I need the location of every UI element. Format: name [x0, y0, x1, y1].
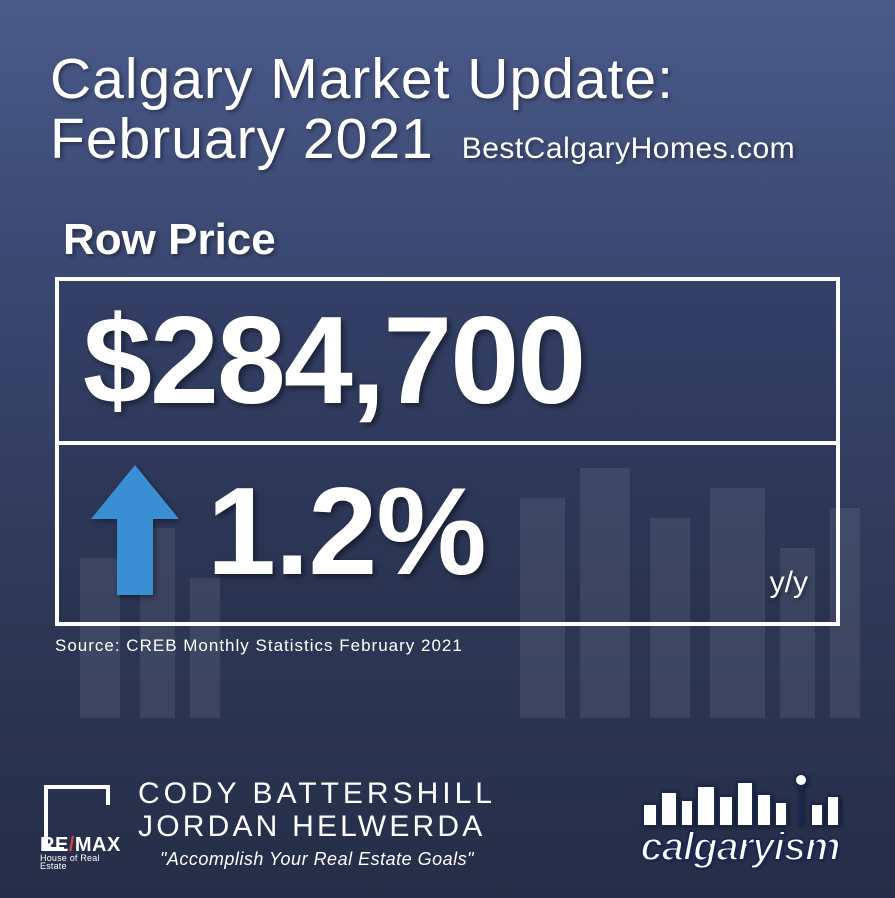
arrow-up-icon	[91, 465, 179, 600]
stat-price-row: $284,700	[59, 281, 836, 445]
agent-name-2: JORDAN HELWERDA	[138, 810, 496, 843]
agent-tagline: "Accomplish Your Real Estate Goals"	[138, 849, 496, 870]
agent-name-1: CODY BATTERSHILL	[138, 777, 496, 810]
stat-change-pct: 1.2%	[207, 470, 486, 594]
agent-names: CODY BATTERSHILL JORDAN HELWERDA "Accomp…	[138, 777, 496, 870]
source-text: Source: CREB Monthly Statistics February…	[55, 636, 840, 656]
stat-label: Row Price	[55, 215, 840, 265]
stat-price: $284,700	[83, 299, 812, 423]
calgaryism-text: calgaryism	[625, 825, 855, 870]
footer-left: RE/MAX House of Real Estate CODY BATTERS…	[40, 777, 496, 870]
title-line2: February 2021	[50, 110, 434, 170]
title-line1: Calgary Market Update:	[50, 50, 845, 110]
remax-logo: RE/MAX House of Real Estate	[40, 785, 120, 870]
remax-sub: House of Real Estate	[40, 854, 121, 870]
header: Calgary Market Update: February 2021 Bes…	[0, 0, 895, 170]
stat-card: Row Price $284,700 1.2% y/y	[55, 215, 840, 626]
stat-box: $284,700 1.2% y/y	[55, 277, 840, 626]
site-url: BestCalgaryHomes.com	[462, 132, 795, 166]
stat-period: y/y	[770, 566, 808, 600]
calgaryism-logo: calgaryism	[625, 774, 855, 870]
footer: RE/MAX House of Real Estate CODY BATTERS…	[0, 774, 895, 870]
stat-change-row: 1.2% y/y	[59, 445, 836, 622]
